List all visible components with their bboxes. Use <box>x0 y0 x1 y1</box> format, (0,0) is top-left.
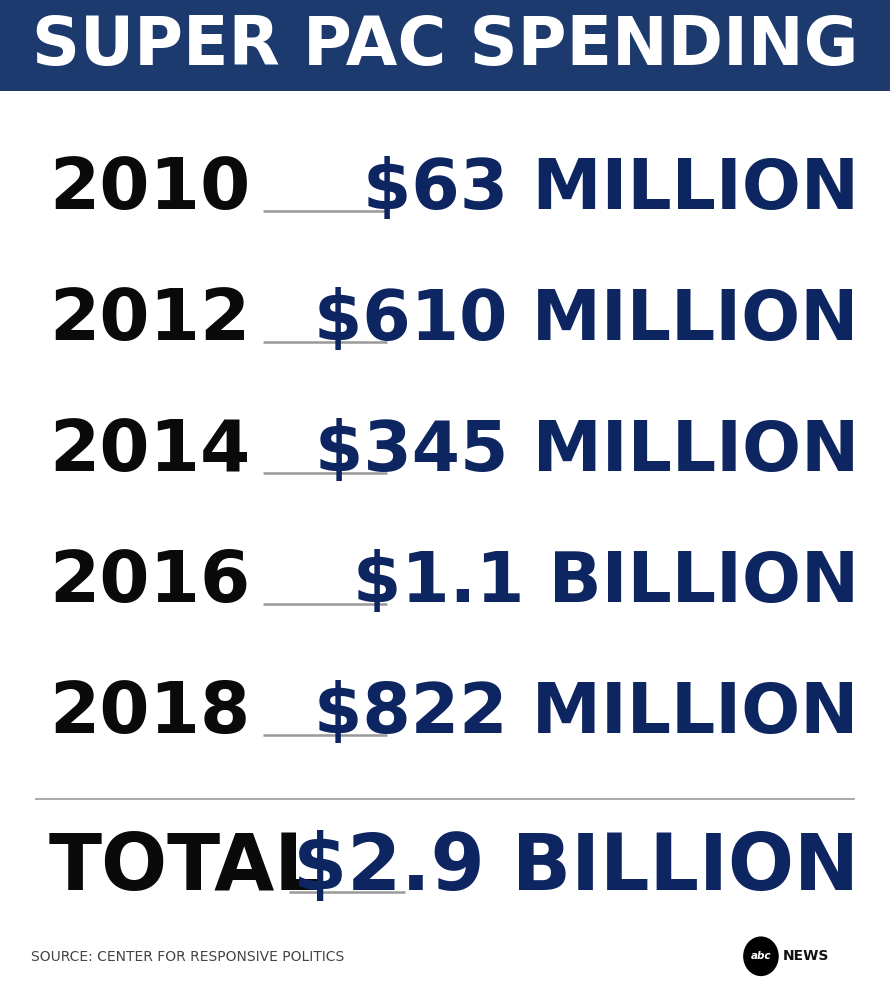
Text: 2010: 2010 <box>49 155 250 224</box>
Text: abc: abc <box>750 951 772 961</box>
Text: NEWS: NEWS <box>783 949 829 963</box>
Text: 2018: 2018 <box>49 679 250 748</box>
Text: $610 MILLION: $610 MILLION <box>314 287 859 354</box>
Text: 2014: 2014 <box>49 417 250 486</box>
Text: SUPER PAC SPENDING: SUPER PAC SPENDING <box>32 13 858 78</box>
Text: $1.1 BILLION: $1.1 BILLION <box>352 549 859 616</box>
Text: 2016: 2016 <box>49 548 250 617</box>
Text: $822 MILLION: $822 MILLION <box>314 680 859 747</box>
Text: 2012: 2012 <box>49 286 250 355</box>
Circle shape <box>743 936 779 976</box>
Text: $345 MILLION: $345 MILLION <box>314 418 859 485</box>
Text: SOURCE: CENTER FOR RESPONSIVE POLITICS: SOURCE: CENTER FOR RESPONSIVE POLITICS <box>31 950 344 964</box>
Text: TOTAL: TOTAL <box>49 830 325 906</box>
Bar <box>0 0 890 91</box>
Text: $63 MILLION: $63 MILLION <box>363 156 859 223</box>
Text: $2.9 BILLION: $2.9 BILLION <box>293 830 859 906</box>
